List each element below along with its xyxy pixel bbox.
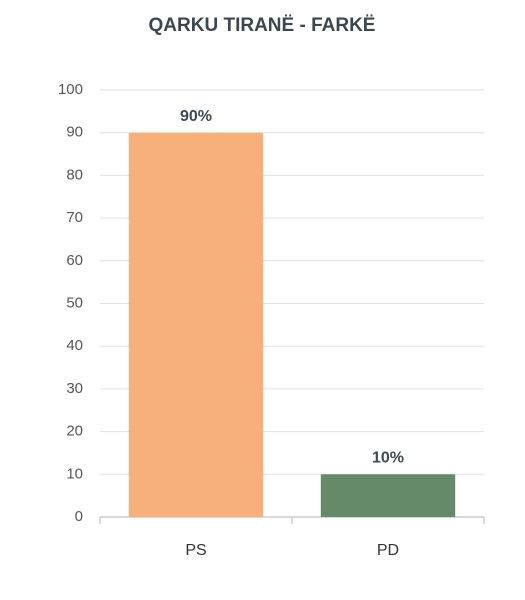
value-label: 90% xyxy=(180,108,212,125)
y-tick-label: 10 xyxy=(66,465,83,482)
x-tick-label: PS xyxy=(185,542,206,559)
y-tick-label: 20 xyxy=(66,423,83,440)
y-tick-label: 80 xyxy=(66,166,83,183)
y-tick-label: 30 xyxy=(66,380,83,397)
y-tick-label: 90 xyxy=(66,124,83,141)
y-tick-label: 70 xyxy=(66,209,83,226)
y-tick-label: 0 xyxy=(75,508,83,525)
y-tick-label: 40 xyxy=(66,337,83,354)
bar xyxy=(128,132,264,517)
y-tick-label: 60 xyxy=(66,252,83,269)
bar xyxy=(320,474,456,517)
value-label: 10% xyxy=(372,450,404,467)
y-tick-label: 50 xyxy=(66,294,83,311)
y-tick-label: 100 xyxy=(58,81,83,98)
chart-title: QARKU TIRANË - FARKË xyxy=(149,15,376,36)
x-tick-label: PD xyxy=(377,542,399,559)
